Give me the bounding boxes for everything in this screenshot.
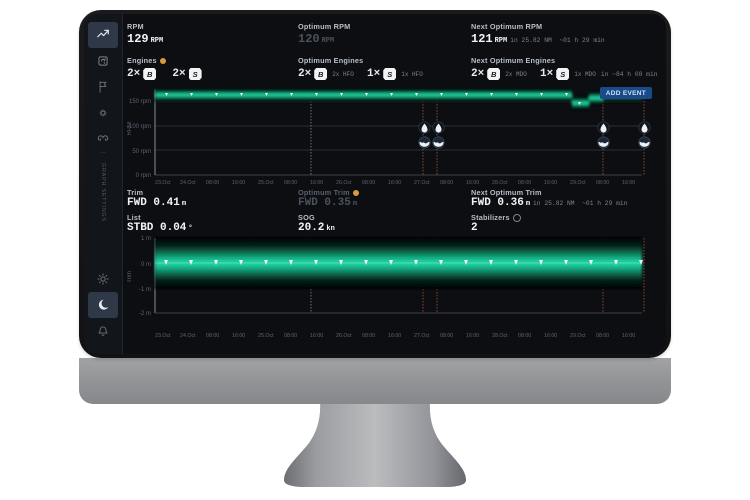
svg-text:08:00: 08:00	[206, 180, 219, 186]
svg-text:08:00: 08:00	[518, 333, 531, 339]
svg-text:24.Oct: 24.Oct	[180, 180, 196, 186]
svg-text:16:00: 16:00	[232, 333, 245, 339]
svg-text:26.Oct: 26.Oct	[336, 180, 352, 186]
svg-text:08:00: 08:00	[284, 333, 297, 339]
svg-text:08:00: 08:00	[284, 180, 297, 186]
svg-text:08:00: 08:00	[362, 333, 375, 339]
svg-text:16:00: 16:00	[310, 333, 323, 339]
svg-text:16:00: 16:00	[622, 333, 635, 339]
svg-text:27.Oct: 27.Oct	[414, 180, 430, 186]
svg-text:16:00: 16:00	[544, 180, 557, 186]
svg-text:08:00: 08:00	[596, 333, 609, 339]
svg-text:29.Oct: 29.Oct	[570, 180, 586, 186]
svg-text:26.Oct: 26.Oct	[336, 333, 352, 339]
svg-text:16:00: 16:00	[466, 180, 479, 186]
svg-text:29.Oct: 29.Oct	[570, 333, 586, 339]
svg-text:08:00: 08:00	[518, 180, 531, 186]
svg-text:28.Oct: 28.Oct	[492, 180, 508, 186]
svg-text:16:00: 16:00	[622, 180, 635, 186]
svg-text:16:00: 16:00	[388, 180, 401, 186]
svg-text:27.Oct: 27.Oct	[414, 333, 430, 339]
svg-text:08:00: 08:00	[440, 180, 453, 186]
svg-text:08:00: 08:00	[596, 180, 609, 186]
svg-text:16:00: 16:00	[310, 180, 323, 186]
svg-text:08:00: 08:00	[362, 180, 375, 186]
svg-text:08:00: 08:00	[206, 333, 219, 339]
svg-text:16:00: 16:00	[466, 333, 479, 339]
svg-text:23.Oct: 23.Oct	[155, 333, 171, 339]
svg-text:08:00: 08:00	[440, 333, 453, 339]
svg-text:28.Oct: 28.Oct	[492, 333, 508, 339]
svg-text:16:00: 16:00	[544, 333, 557, 339]
svg-text:24.Oct: 24.Oct	[180, 333, 196, 339]
svg-text:23.Oct: 23.Oct	[155, 180, 171, 186]
svg-text:16:00: 16:00	[388, 333, 401, 339]
svg-text:25.Oct: 25.Oct	[258, 180, 274, 186]
svg-text:16:00: 16:00	[232, 180, 245, 186]
svg-text:25.Oct: 25.Oct	[258, 333, 274, 339]
